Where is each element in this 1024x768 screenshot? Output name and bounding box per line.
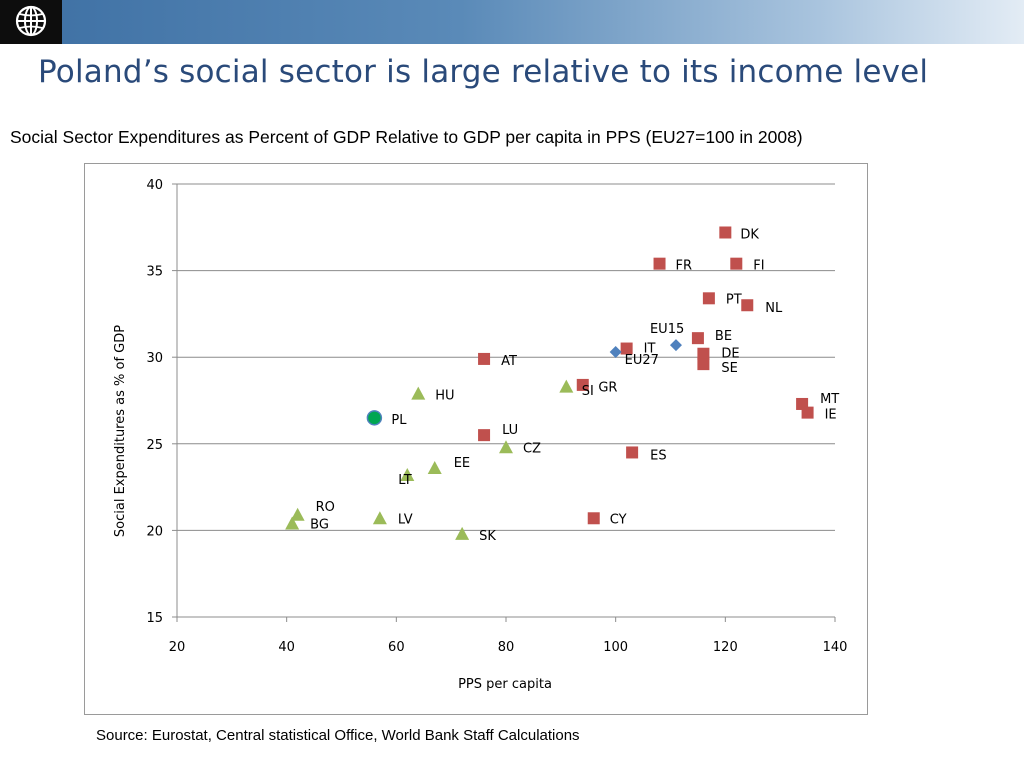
axes [172,183,836,622]
y-tick-label: 20 [146,524,163,539]
data-point-pt [702,292,715,305]
point-label-fr: FR [676,259,693,274]
point-label-bg: BG [310,517,329,532]
data-point-si [576,378,589,391]
point-label-at: AT [501,354,517,369]
data-point-ee [427,461,442,475]
data-point-nl [741,299,754,312]
point-label-si: SI [582,384,594,399]
data-point-sk [455,526,470,540]
point-label-lt: LT [398,473,411,488]
data-point-lv [372,511,387,525]
data-point-lu [478,429,491,442]
x-tick-label: 140 [823,640,848,655]
data-point-bg [285,516,300,530]
data-point-gr [559,379,574,393]
data-point-hu [411,386,426,400]
point-label-cz: CZ [523,441,541,456]
data-point-se [697,358,710,371]
globe-icon [15,5,47,37]
data-point-ie [801,406,814,419]
data-point-de [697,347,710,360]
point-label-be: BE [715,329,732,344]
point-label-lu: LU [502,423,518,438]
point-label-pt: PT [726,292,742,307]
data-point-be [691,332,704,345]
data-point-at [478,352,491,365]
point-label-ie: IE [825,408,837,423]
data-point-dk [719,226,732,239]
data-points [285,226,814,540]
point-label-nl: NL [765,301,783,316]
y-axis-title: Social Expenditures as % of GDP [113,325,128,537]
data-point-cy [587,512,600,525]
y-tick-label: 25 [146,438,163,453]
x-tick-label: 80 [498,640,515,655]
y-tick-label: 30 [146,351,163,366]
y-tick-label: 35 [146,265,163,280]
data-point-es [626,446,639,459]
point-label-eu27: EU27 [625,353,659,368]
x-axis-title: PPS per capita [458,677,552,692]
data-point-pl [366,410,383,426]
data-point-eu15 [669,339,682,352]
point-label-sk: SK [479,529,496,544]
header-band [0,0,1024,44]
data-point-it [620,342,633,355]
point-label-cy: CY [610,512,627,527]
x-tick-label: 60 [388,640,405,655]
data-point-lt [400,467,415,481]
scatter-chart: 15 20 25 30 35 40 20 40 60 80 100 120 140 DK FR FI PT NL… [113,178,847,692]
chart-frame [84,163,868,715]
point-label-lv: LV [398,512,413,527]
point-label-de: DE [721,347,739,362]
y-tick-label: 40 [146,178,163,193]
grid-lines [177,183,835,531]
point-label-dk: DK [740,227,759,242]
y-tick-label: 15 [146,611,163,626]
data-point-fr [653,257,666,270]
point-label-gr: GR [598,381,617,396]
data-point-eu27 [609,346,622,359]
x-tick-label: 120 [713,640,738,655]
x-tick-label: 100 [603,640,628,655]
page-title: Poland’s social sector is large relative… [38,54,929,90]
x-tick-label: 40 [278,640,295,655]
point-label-mt: MT [820,392,839,407]
point-label-pl: PL [391,413,407,428]
point-label-fi: FI [753,259,764,274]
point-label-hu: HU [435,389,454,404]
point-label-se: SE [721,361,737,376]
logo [0,0,62,44]
point-label-es: ES [650,448,666,463]
chart-subtitle: Social Sector Expenditures as Percent of… [10,127,803,147]
source-note: Source: Eurostat, Central statistical Of… [96,727,580,744]
data-point-cz [499,440,513,454]
tick-labels: 15 20 25 30 35 40 20 40 60 80 100 120 140 [146,178,847,655]
x-tick-label: 20 [169,640,186,655]
data-point-ro [290,507,305,521]
point-label-ee: EE [454,456,470,471]
point-label-eu15: EU15 [650,322,684,337]
data-point-fi [730,257,743,270]
point-label-ro: RO [316,500,335,515]
point-label-it: IT [644,342,656,357]
